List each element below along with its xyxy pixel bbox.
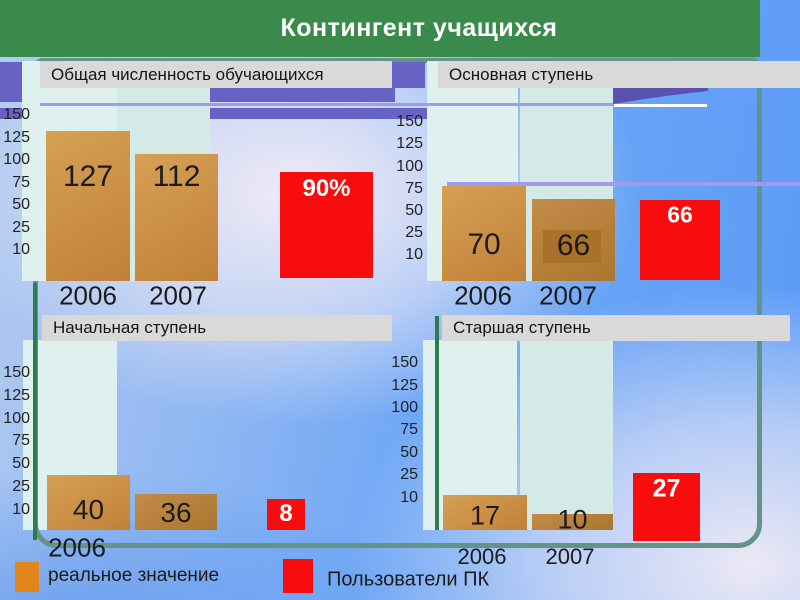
y-axis-tick-label: 75 [400,421,418,438]
bar-value-label: 66 [556,229,591,262]
slide-header: Контингент учащихся [0,0,760,57]
pc-users-value: 66 [667,201,693,228]
y-axis-tick-label: 10 [12,241,30,258]
bar-value-label: 40 [72,494,105,525]
pc-users-box [267,499,305,530]
y-axis-tick-label: 125 [3,387,30,404]
y-axis-tick-label: 50 [400,444,418,461]
bar-total-2006 [135,154,218,281]
chart-title: Старшая ступень [442,315,790,341]
bar-value-label: 36 [160,497,192,528]
y-axis-tick-label: 10 [405,246,423,263]
bar-value-label: 17 [469,500,501,531]
y-axis-tick-label: 50 [12,196,30,213]
pc-users-box [640,200,720,280]
x-axis-label: 2007 [539,280,597,311]
pc-users-value: 27 [652,474,681,503]
column-background [520,340,613,530]
bar [532,514,613,530]
bar [47,475,130,530]
x-axis-label: 2006 [48,532,106,563]
x-axis-label: 2006 [454,280,512,311]
y-axis-tick-label: 50 [12,455,30,472]
pc-users-box [280,172,373,278]
purple-line-middle [447,182,800,186]
y-axis-tick-label: 50 [405,202,423,219]
slate-band-lower [0,108,440,119]
bar-value-label: 112 [152,160,201,193]
y-axis-tick-label: 10 [400,489,418,506]
y-axis-tick-label: 150 [3,106,30,123]
chart-title: Начальная ступень [42,315,392,341]
bar [135,494,217,530]
y-axis-tick-label: 100 [3,151,30,168]
bar-value-label: 70 [467,228,501,261]
white-line-decoration [614,104,707,107]
slate-band-right-block [394,62,425,88]
y-axis-tick-label: 125 [3,129,30,146]
legend-real-value-label: реальное значение [48,565,220,586]
y-axis-tick-label: 75 [12,174,30,191]
x-axis-label: 2007 [545,544,595,569]
purple-wedge-decoration [613,88,708,104]
legend-pc-users-swatch [283,559,313,593]
bar [443,495,527,530]
y-axis-tick-label: 150 [396,113,423,130]
axis-line-left [33,283,37,540]
y-axis-tick-label: 25 [12,219,30,236]
pc-users-value: 8 [279,500,293,527]
legend-pc-users-label: Пользователи ПК [327,568,490,591]
y-axis-tick-label: 150 [3,364,30,381]
pc-users-value: 90% [302,175,351,202]
y-axis-tick-label: 75 [405,180,423,197]
y-axis-tick-label: 125 [396,135,423,152]
chart-title: Основная ступень [438,61,800,88]
bar-inner-highlight [543,230,601,263]
y-axis-tick-label: 25 [405,224,423,241]
y-axis-tick-label: 10 [12,501,30,518]
axis-line [435,316,439,530]
legend-real-value-swatch [15,562,39,592]
bar [442,186,526,281]
y-axis-tick-label: 100 [3,410,30,427]
y-axis-tick-label: 125 [391,377,418,394]
x-axis-label: 2006 [59,280,117,311]
slide-title: Контингент учащихся [280,14,558,42]
purple-line-top [40,103,613,106]
y-axis-tick-label: 150 [391,354,418,371]
bar-value-label: 127 [62,160,114,193]
pc-users-box [633,473,700,541]
bar-total-2006 [46,131,130,281]
y-axis-tick-label: 25 [12,478,30,495]
x-axis-label: 2007 [149,280,207,311]
y-axis-tick-label: 100 [396,158,423,175]
bar-value-label: 10 [557,504,588,535]
y-axis-tick-label: 100 [391,399,418,416]
x-axis-label: 2006 [457,544,507,569]
chart-title: Общая численность обучающихся [40,61,392,88]
y-axis-tick-label: 25 [400,466,418,483]
y-axis-tick-label: 75 [12,432,30,449]
